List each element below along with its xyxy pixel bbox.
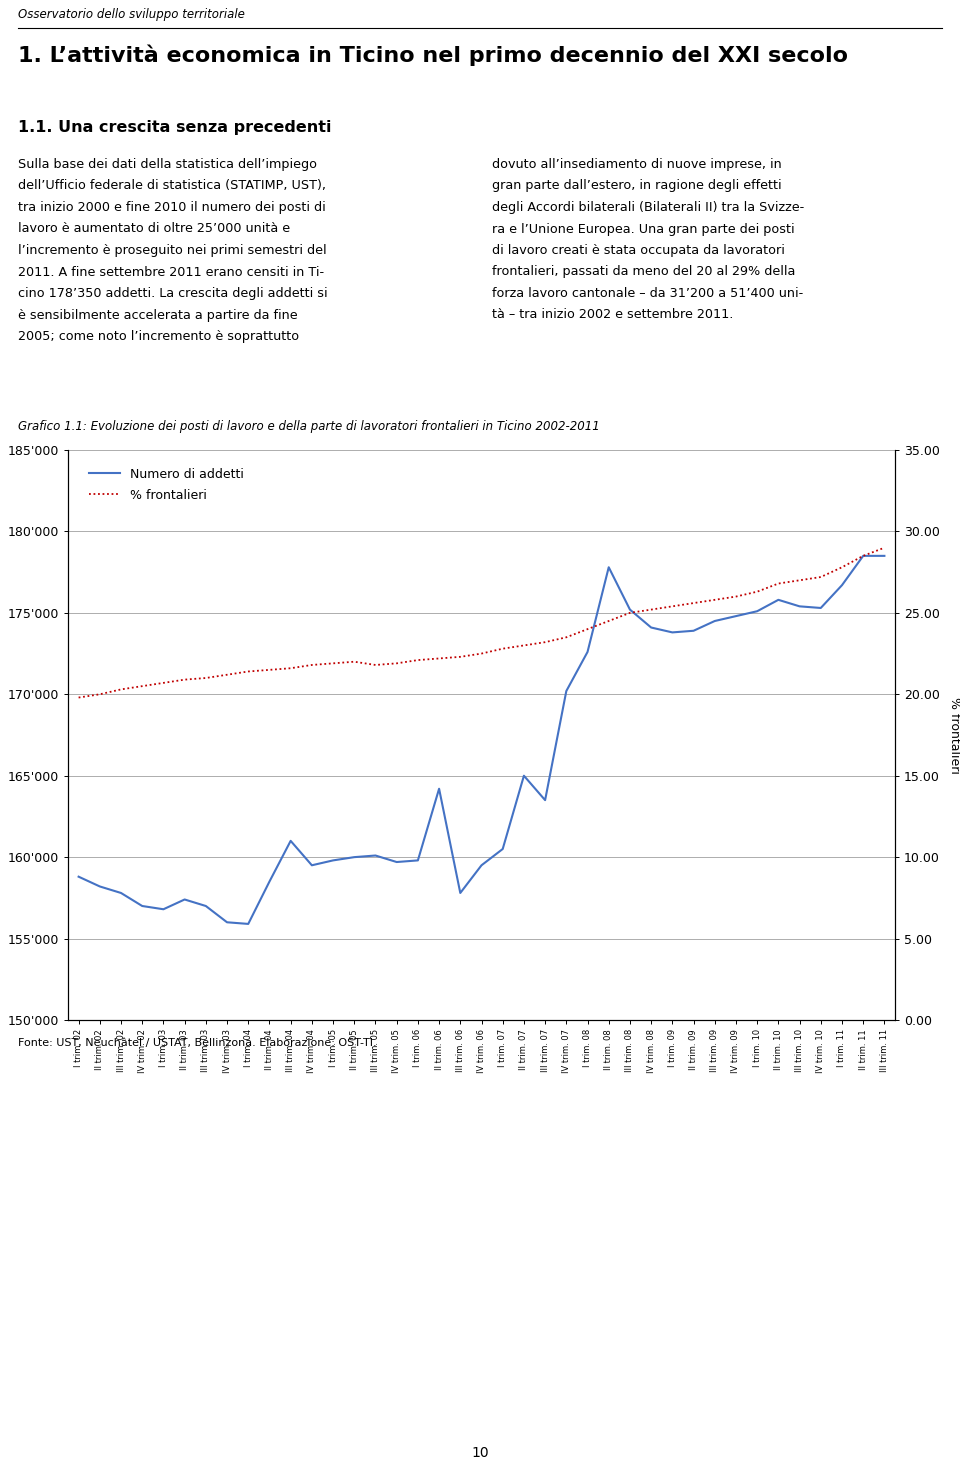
Legend: Numero di addetti, % frontalieri: Numero di addetti, % frontalieri — [83, 462, 251, 508]
Text: è sensibilmente accelerata a partire da fine: è sensibilmente accelerata a partire da … — [18, 308, 298, 321]
Text: gran parte dall’estero, in ragione degli effetti: gran parte dall’estero, in ragione degli… — [492, 179, 781, 193]
Text: frontalieri, passati da meno del 20 al 29% della: frontalieri, passati da meno del 20 al 2… — [492, 265, 796, 278]
Text: Sulla base dei dati della statistica dell’impiego: Sulla base dei dati della statistica del… — [18, 158, 317, 170]
Text: dell’Ufficio federale di statistica (STATIMP, UST),: dell’Ufficio federale di statistica (STA… — [18, 179, 326, 193]
Text: tra inizio 2000 e fine 2010 il numero dei posti di: tra inizio 2000 e fine 2010 il numero de… — [18, 201, 325, 213]
Text: ra e l’Unione Europea. Una gran parte dei posti: ra e l’Unione Europea. Una gran parte de… — [492, 222, 795, 235]
Text: 1.1. Una crescita senza precedenti: 1.1. Una crescita senza precedenti — [18, 120, 331, 135]
Text: lavoro è aumentato di oltre 25’000 unità e: lavoro è aumentato di oltre 25’000 unità… — [18, 222, 290, 235]
Text: dovuto all’insediamento di nuove imprese, in: dovuto all’insediamento di nuove imprese… — [492, 158, 781, 170]
Text: Grafico 1.1: Evoluzione dei posti di lavoro e della parte di lavoratori frontali: Grafico 1.1: Evoluzione dei posti di lav… — [18, 421, 600, 432]
Text: Fonte: UST, Neuchâtel / USTAT, Bellinzona. Elaborazione: OST-TI.: Fonte: UST, Neuchâtel / USTAT, Bellinzon… — [18, 1038, 376, 1049]
Text: 2005; come noto l’incremento è soprattutto: 2005; come noto l’incremento è soprattut… — [18, 330, 300, 344]
Text: 2011. A fine settembre 2011 erano censiti in Ti-: 2011. A fine settembre 2011 erano censit… — [18, 265, 324, 278]
Text: di lavoro creati è stata occupata da lavoratori: di lavoro creati è stata occupata da lav… — [492, 244, 785, 258]
Text: 10: 10 — [471, 1445, 489, 1460]
Text: Osservatorio dello sviluppo territoriale: Osservatorio dello sviluppo territoriale — [18, 7, 245, 21]
Text: tà – tra inizio 2002 e settembre 2011.: tà – tra inizio 2002 e settembre 2011. — [492, 308, 733, 321]
Text: degli Accordi bilaterali (Bilaterali II) tra la Svizze-: degli Accordi bilaterali (Bilaterali II)… — [492, 201, 804, 213]
Text: cino 178’350 addetti. La crescita degli addetti si: cino 178’350 addetti. La crescita degli … — [18, 287, 327, 301]
Text: l’incremento è proseguito nei primi semestri del: l’incremento è proseguito nei primi seme… — [18, 244, 326, 258]
Y-axis label: % frontalieri: % frontalieri — [948, 696, 960, 773]
Text: 1. L’attività economica in Ticino nel primo decennio del XXI secolo: 1. L’attività economica in Ticino nel pr… — [18, 44, 848, 67]
Text: forza lavoro cantonale – da 31’200 a 51’400 uni-: forza lavoro cantonale – da 31’200 a 51’… — [492, 287, 804, 301]
